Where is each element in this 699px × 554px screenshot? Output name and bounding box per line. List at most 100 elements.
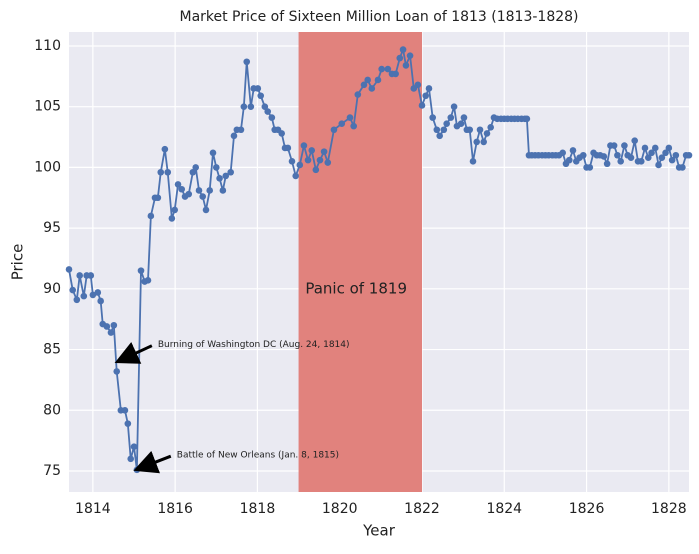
point (137, 267, 145, 274)
point (480, 138, 488, 146)
point (354, 91, 362, 98)
point (483, 130, 491, 137)
span-label: Panic of 1819 (305, 279, 407, 297)
point (261, 103, 269, 110)
y-axis-label: Price (9, 244, 27, 281)
point (195, 187, 203, 194)
point (685, 151, 693, 159)
point (473, 138, 481, 146)
point (237, 126, 245, 134)
point (216, 175, 223, 182)
point (457, 120, 465, 127)
point (402, 62, 410, 69)
point (254, 85, 262, 92)
y-tick-label: 100 (34, 159, 61, 175)
point (300, 142, 308, 149)
point (324, 159, 332, 166)
point (97, 297, 104, 305)
point (185, 190, 193, 198)
point (406, 52, 414, 59)
annotation: Battle of New Orleans (Jan. 8, 1815) (177, 451, 339, 461)
point (378, 65, 385, 73)
x-tick-label: 1826 (569, 501, 605, 517)
point (94, 289, 102, 296)
point (212, 164, 220, 171)
point (559, 149, 566, 157)
point (651, 144, 659, 152)
point (579, 151, 587, 159)
y-tick-label: 85 (43, 342, 61, 358)
point (278, 130, 286, 137)
y-tick-label: 80 (43, 402, 61, 418)
point (154, 194, 162, 202)
point (227, 168, 234, 176)
point (69, 286, 77, 294)
y-tick-label: 105 (34, 99, 61, 115)
point (627, 154, 635, 161)
point (648, 149, 655, 157)
point (161, 145, 169, 153)
point (330, 126, 338, 134)
x-axis-label: Year (362, 522, 396, 540)
point (338, 120, 346, 127)
point (617, 158, 625, 165)
point (206, 187, 214, 194)
point (284, 144, 292, 152)
point (641, 144, 649, 152)
point (147, 212, 155, 220)
point (672, 151, 680, 159)
point (384, 65, 392, 73)
point (89, 291, 97, 299)
y-tick-label: 110 (34, 38, 61, 54)
point (436, 132, 443, 140)
point (610, 142, 618, 149)
point (65, 266, 73, 273)
point (621, 142, 628, 149)
x-tick-label: 1818 (240, 501, 276, 517)
point (350, 122, 357, 130)
point (600, 153, 608, 160)
point (257, 92, 265, 100)
point (392, 70, 399, 78)
point (312, 166, 320, 174)
point (168, 215, 176, 222)
point (346, 114, 354, 121)
annotation-arrow (114, 342, 153, 364)
point (243, 58, 251, 66)
point (157, 168, 165, 176)
point (631, 137, 638, 144)
point (113, 368, 121, 375)
point (668, 156, 676, 164)
x-tick-label: 1820 (322, 501, 358, 517)
point (189, 168, 197, 176)
point (368, 85, 376, 92)
point (460, 114, 468, 121)
point (127, 455, 135, 463)
point (679, 164, 686, 171)
point (171, 206, 179, 214)
point (466, 126, 474, 134)
point (80, 292, 88, 300)
point (433, 126, 441, 134)
point (425, 85, 433, 92)
annotation: Burning of Washington DC (Aug. 24, 1814) (158, 340, 350, 350)
point (396, 54, 404, 62)
point (360, 81, 368, 89)
point (447, 114, 455, 121)
point (292, 172, 299, 180)
point (469, 158, 477, 165)
point (76, 272, 83, 279)
point (662, 149, 669, 157)
point (523, 115, 531, 123)
point (304, 156, 312, 164)
point (174, 181, 182, 188)
point (637, 158, 645, 165)
point (164, 168, 172, 176)
point (364, 76, 371, 84)
point (268, 114, 276, 121)
y-tick-label: 95 (43, 220, 61, 236)
point (569, 147, 577, 154)
point (450, 103, 458, 110)
point (288, 158, 296, 165)
x-tick-label: 1828 (651, 501, 687, 517)
